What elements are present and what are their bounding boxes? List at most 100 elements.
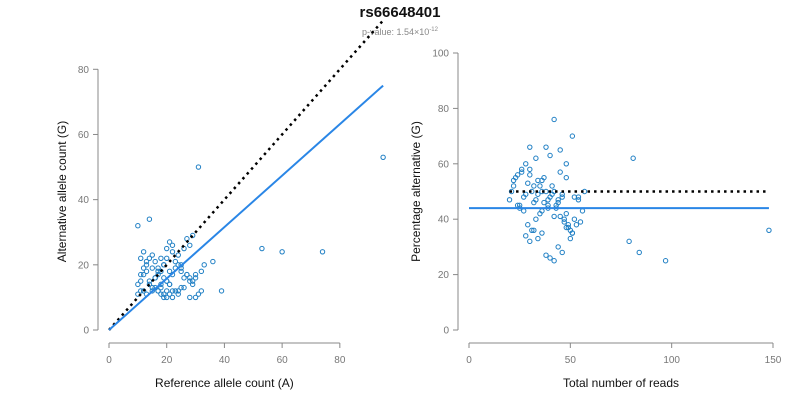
panel-1-data-point: [218, 288, 225, 294]
panel-1-data-point: [189, 281, 196, 288]
panel-1-data-point: [164, 245, 170, 252]
panel-1-y-tick-label: 60: [78, 130, 90, 141]
panel-1-data-point: [192, 275, 199, 281]
panel-2-data-point: [527, 144, 533, 150]
title-block: rs66648401 p-value: 1.54×10-12: [0, 4, 800, 38]
panel-1-data-point: [166, 281, 173, 288]
panel-2-data-point: [541, 199, 547, 206]
panel-1-data-point: [187, 275, 193, 281]
panel-1-data-point: [187, 294, 193, 301]
panel-2-data-point: [527, 238, 533, 245]
panel-2-data-point: [561, 219, 567, 225]
panel-1-data-point: [195, 164, 202, 170]
panel-1-data-point: [164, 294, 170, 301]
panel-1-data-point: [198, 288, 205, 294]
panel-2-data-point: [549, 191, 555, 197]
panel-2-data-point: [549, 183, 555, 189]
panel-2-data-point: [563, 174, 569, 181]
panel-2-data-point: [563, 224, 569, 231]
panel-2-x-tick-label: 0: [466, 355, 472, 366]
panel-1-data-point: [279, 249, 285, 255]
panel-2-x-tick-label: 100: [663, 355, 680, 366]
panel-2-y-tick-label: 20: [438, 270, 450, 281]
panel-2-y-tick-label: 60: [438, 159, 450, 170]
panel-2-data-point: [571, 216, 578, 222]
panel-2-data-point: [563, 161, 569, 167]
panel-1-data-point: [155, 271, 161, 278]
panel-1-data-point: [161, 294, 167, 301]
panel-2-data-point: [510, 183, 517, 189]
panel-1-data-point: [138, 255, 144, 262]
panel-2-data-point: [514, 172, 521, 178]
panel-2-data-point: [569, 230, 576, 236]
panel-2-data-point: [551, 116, 557, 123]
panel-1-data-point: [143, 268, 150, 275]
panel-1-data-point: [149, 284, 155, 291]
panel-1-data-point: [138, 278, 144, 284]
panel-2-data-point: [506, 197, 513, 203]
p-value-exponent: -12: [429, 27, 438, 33]
panel-1-data-point: [181, 284, 187, 291]
panel-2-data-point: [547, 255, 553, 261]
panel-1-data-point: [146, 281, 153, 288]
panel-2-data-point: [561, 216, 567, 222]
panel-1-data-point: [172, 288, 179, 294]
panel-2-data-point: [518, 169, 525, 175]
p-value-text: p-value: 1.54×10: [362, 27, 430, 37]
panel-1-data-point: [140, 288, 147, 294]
panel-2-data-point: [525, 180, 531, 186]
panel-2-y-axis-label: Percentage alternative (G): [409, 121, 423, 262]
panel-1-data-point: [140, 249, 147, 255]
panel-1-data-point: [155, 288, 161, 294]
panel-2-data-point: [529, 227, 535, 233]
panel-2-data-point: [535, 235, 541, 242]
panel-2-data-point: [662, 258, 669, 264]
panel-2-data-point: [559, 194, 565, 200]
panel-1-data-point: [172, 258, 179, 265]
panel-1-y-tick-label: 0: [83, 326, 89, 337]
panel-2-data-point: [508, 188, 515, 195]
panel-1-data-point: [158, 255, 164, 262]
panel-1-y-tick-label: 20: [78, 260, 90, 271]
panel-1-data-point: [169, 288, 176, 294]
panel-2-data-point: [569, 133, 576, 139]
panel-1-reference-dotted-line: [108, 19, 385, 331]
panel-1-data-point: [169, 249, 176, 255]
panel-2-data-point: [547, 152, 553, 159]
panel-1-data-point: [146, 278, 153, 284]
panel-1-data-point: [158, 291, 164, 297]
panel-2-data-point: [557, 169, 563, 175]
panel-2-data-point: [567, 235, 574, 242]
panel-2-y-tick-label: 0: [443, 326, 449, 337]
panel-1-data-point: [181, 275, 187, 281]
panel-2-data-point: [573, 222, 580, 228]
panel-1-data-point: [195, 291, 202, 297]
panel-1-data-point: [166, 239, 173, 245]
panel-1-data-point: [319, 249, 326, 255]
panel-2-data-point: [521, 208, 527, 214]
panel-2-data-point: [545, 197, 551, 203]
panel-2-data-point: [531, 183, 537, 189]
panel-2-data-point: [563, 210, 569, 217]
panel-1-data-point: [178, 268, 184, 275]
panel-1-data-point: [175, 288, 181, 294]
panel-1-x-tick-label: 60: [277, 355, 289, 366]
chart-subtitle: p-value: 1.54×10-12: [0, 24, 800, 38]
panel-2-data-point: [630, 155, 636, 161]
panel-2-data-point: [559, 249, 565, 256]
panel-2-data-point: [551, 213, 557, 220]
chart-title: rs66648401: [359, 4, 441, 21]
panel-1-data-point: [158, 268, 164, 275]
panel-2-data-point: [533, 216, 539, 222]
panel-1-data-point: [135, 223, 141, 229]
panel-1-data-point: [380, 154, 386, 160]
panel-1-data-point: [138, 271, 144, 278]
panel-2-data-point: [543, 252, 549, 258]
panel-1-data-point: [192, 271, 199, 278]
panel-1-data-point: [210, 258, 216, 265]
panel-2-data-point: [531, 227, 537, 233]
panel-2-data-point: [527, 172, 533, 178]
panel-1-data-point: [187, 278, 193, 284]
panel-1-data-point: [166, 291, 173, 297]
